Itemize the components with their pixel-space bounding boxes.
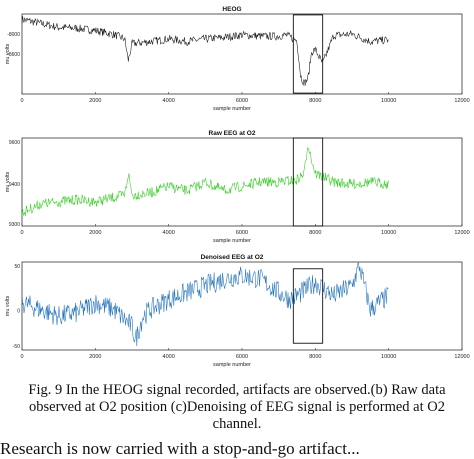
panel-2-artifact-box xyxy=(292,137,324,227)
figure-caption-line-3: channel. xyxy=(212,416,262,432)
panel-3-title: Denoised EEG at O2 xyxy=(201,254,264,261)
figure-caption-line-2: observed at O2 position (c)Denoising of … xyxy=(29,399,445,415)
body-text-fragment: Research is now carried with a stop-and-… xyxy=(0,439,360,458)
panel-1-y-axis-label: mu volts xyxy=(5,44,11,65)
panel-3-y-tick-label: 50 xyxy=(14,264,20,270)
panel-1-x-tick-label: 12000 xyxy=(454,98,469,104)
panel-1-x-tick-label: 6000 xyxy=(236,98,248,104)
panel-3-x-tick-label: 2000 xyxy=(89,354,101,360)
panel-2-signal-trace xyxy=(21,146,389,217)
panel-2-y-axis-label: mu volts xyxy=(5,172,11,193)
panel-3-y-tick-label: 0 xyxy=(17,308,20,314)
panel-3-x-tick-label: 0 xyxy=(20,354,23,360)
panel-2-x-tick-label: 12000 xyxy=(454,230,469,236)
panel-3-artifact-box xyxy=(292,268,324,344)
panel-2-plot-frame xyxy=(21,137,463,227)
figure-panels: HEOG 0 2000 4000 6000 8000 10000 12000 sample nu… xyxy=(5,6,470,368)
panel-2-x-tick-label: 0 xyxy=(20,230,23,236)
panel-3-x-tick-label: 12000 xyxy=(454,354,469,360)
panel-1-x-tick-label: 2000 xyxy=(89,98,101,104)
panel-1-signal-trace xyxy=(21,16,389,87)
panel-2-x-tick-label: 6000 xyxy=(236,230,248,236)
panel-1-artifact-box xyxy=(292,14,324,94)
panel-2-y-tick-label: 9400 xyxy=(9,182,20,188)
panel-1-x-tick-label: 4000 xyxy=(163,98,175,104)
panel-2-x-tick-label: 10000 xyxy=(381,230,396,236)
panel-3-x-tick-label: 6000 xyxy=(236,354,248,360)
panel-2-x-tick-label: 8000 xyxy=(309,230,321,236)
panel-2-y-tick-label: 9300 xyxy=(9,222,20,228)
panel-1-y-tick-label: -8600 xyxy=(7,52,20,58)
panel-3-x-tick-label: 10000 xyxy=(381,354,396,360)
panel-2-title: Raw EEG at O2 xyxy=(209,130,256,137)
panel-3-y-tick-label: -50 xyxy=(13,344,20,350)
panel-3-x-tick-label: 4000 xyxy=(163,354,175,360)
panel-2-y-tick-label: 9600 xyxy=(9,140,20,146)
panel-1-x-tick-label: 10000 xyxy=(381,98,396,104)
panel-1-x-tick-label: 8000 xyxy=(309,98,321,104)
panel-1-x-tick-label: 0 xyxy=(20,98,23,104)
panel-1-x-axis-label: sample number xyxy=(213,106,251,112)
panel-1-title: HEOG xyxy=(222,6,241,13)
panel-2-x-axis-label: sample number xyxy=(213,238,251,244)
panel-3-y-axis-label: mu volts xyxy=(5,296,11,317)
panel-2-x-tick-label: 2000 xyxy=(89,230,101,236)
panel-1-plot-frame xyxy=(21,13,463,95)
panel-3-signal-trace xyxy=(21,262,389,347)
panel-3-x-axis-label: sample number xyxy=(213,362,251,368)
panel-1-y-tick-label: -8000 xyxy=(7,32,20,38)
panel-2-x-tick-label: 4000 xyxy=(163,230,175,236)
figure-caption-line-1: Fig. 9 In the HEOG signal recorded, arti… xyxy=(28,382,446,398)
panel-3-x-tick-label: 8000 xyxy=(309,354,321,360)
